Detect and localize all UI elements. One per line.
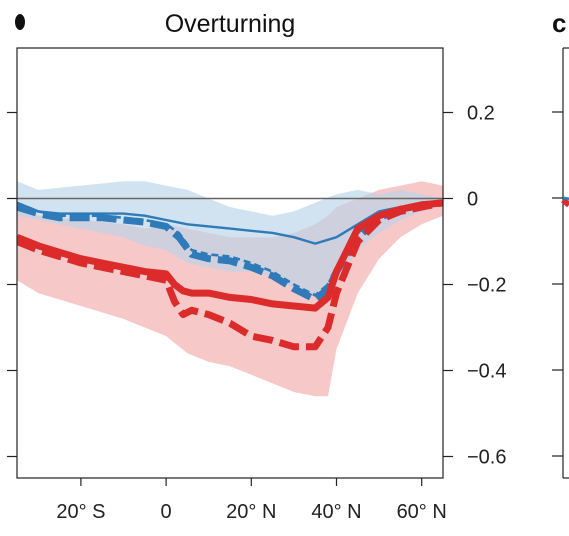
left-panel-letter-fragment	[15, 14, 25, 30]
y-tick-label: −0.2	[467, 275, 506, 297]
x-tick-label: 60° N	[397, 501, 447, 523]
y-tick-label: −0.4	[467, 361, 506, 383]
blue-series-thin-line	[17, 201, 443, 245]
x-tick-label: 40° N	[311, 501, 361, 523]
x-tick-label: 20° N	[226, 501, 276, 523]
right-panel-blue-fragment	[562, 196, 569, 201]
axis-ticks: 20° S 0 20° N 40° N 60° N 0.2 0 −0.2 −0.4 −0.6	[7, 103, 506, 523]
y-tick-label: 0	[467, 189, 478, 211]
series-lines	[17, 199, 443, 351]
red-series-thick-line	[17, 199, 443, 312]
y-tick-label: 0.2	[467, 103, 495, 125]
panel-letter-c: c	[552, 8, 566, 38]
x-tick-label: 20° S	[56, 501, 105, 523]
y-tick-label: −0.6	[467, 447, 506, 469]
right-panel-ticks	[552, 111, 563, 457]
right-panel-red-fragment	[561, 197, 569, 208]
plot-frame	[16, 47, 444, 479]
red-series-thick-dash-line	[17, 199, 443, 351]
chart-title: Overturning	[165, 10, 296, 38]
x-tick-label: 0	[161, 501, 172, 523]
